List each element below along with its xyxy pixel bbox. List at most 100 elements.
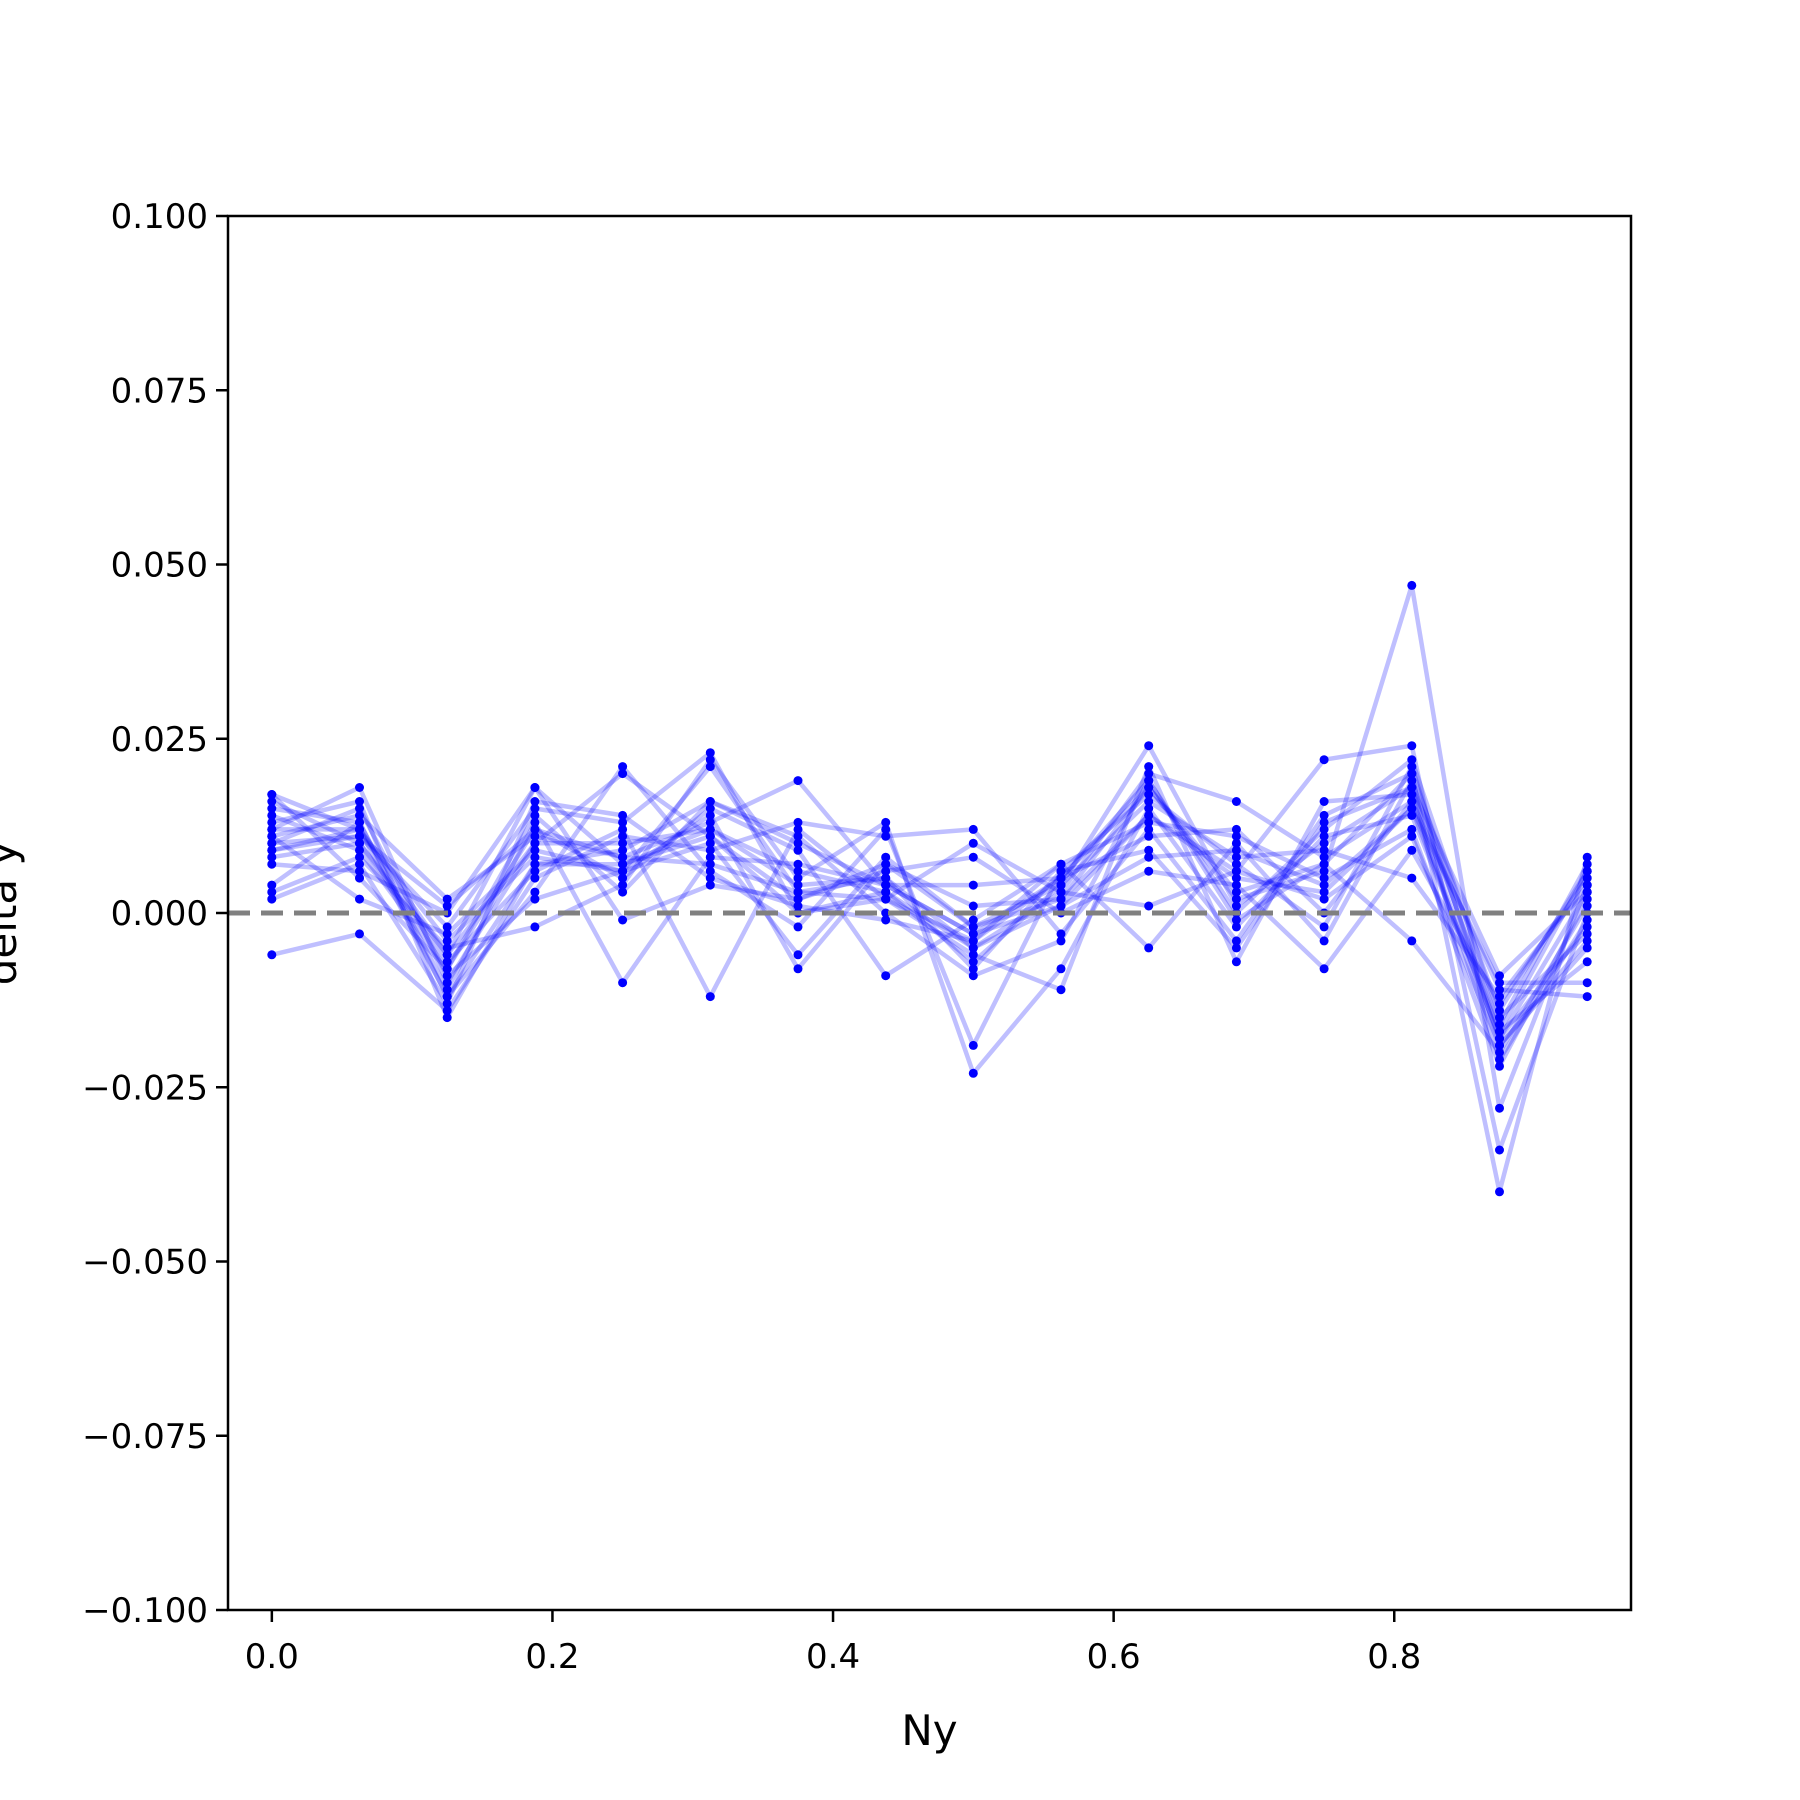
data-point bbox=[793, 887, 803, 897]
data-point bbox=[705, 755, 715, 765]
data-point bbox=[1582, 866, 1592, 876]
data-point bbox=[1319, 852, 1329, 862]
data-point bbox=[1582, 901, 1592, 911]
data-point bbox=[267, 894, 277, 904]
data-point bbox=[968, 964, 978, 974]
data-point bbox=[355, 824, 364, 834]
data-point bbox=[1582, 992, 1592, 1002]
data-point bbox=[1495, 1020, 1504, 1029]
series-line-3 bbox=[270, 743, 1590, 1153]
data-point bbox=[355, 894, 364, 904]
data-point bbox=[1056, 880, 1066, 890]
data-point bbox=[793, 950, 803, 960]
data-point bbox=[1144, 845, 1154, 855]
data-point bbox=[1495, 992, 1504, 1002]
data-point bbox=[1407, 769, 1417, 779]
data-point bbox=[1144, 817, 1154, 827]
data-point bbox=[1231, 922, 1241, 932]
data-point bbox=[1582, 929, 1592, 939]
data-point bbox=[1319, 866, 1329, 876]
data-point bbox=[1582, 922, 1592, 932]
data-point bbox=[1319, 894, 1329, 904]
data-point bbox=[793, 894, 803, 904]
series-line-18 bbox=[271, 806, 1589, 1041]
data-point bbox=[1407, 741, 1417, 751]
data-point bbox=[1231, 915, 1241, 925]
data-point bbox=[1231, 859, 1241, 869]
data-point bbox=[1056, 873, 1066, 883]
data-point bbox=[1144, 852, 1154, 862]
data-point bbox=[705, 810, 715, 820]
data-point bbox=[618, 978, 628, 988]
data-point bbox=[1056, 964, 1066, 974]
data-point bbox=[1407, 810, 1417, 820]
series-line-7 bbox=[271, 764, 1589, 1048]
data-point bbox=[267, 845, 277, 855]
data-point bbox=[1231, 943, 1241, 953]
data-point bbox=[1319, 824, 1329, 834]
data-point bbox=[1407, 824, 1417, 834]
series-lines bbox=[270, 583, 1590, 1195]
data-point bbox=[355, 797, 364, 806]
y-tick-label: −0.100 bbox=[82, 1591, 208, 1631]
data-point bbox=[442, 971, 452, 981]
data-point bbox=[1495, 1047, 1504, 1057]
data-point bbox=[1056, 985, 1066, 995]
data-point bbox=[1231, 797, 1241, 806]
data-point bbox=[530, 866, 540, 876]
data-point bbox=[1495, 1061, 1504, 1071]
data-point bbox=[618, 852, 628, 862]
data-point bbox=[793, 824, 803, 834]
data-point bbox=[442, 999, 452, 1009]
data-point bbox=[705, 804, 715, 813]
series-line-20 bbox=[270, 820, 1589, 1048]
data-point bbox=[1495, 1054, 1504, 1064]
data-point bbox=[968, 915, 978, 925]
data-point bbox=[881, 873, 891, 883]
data-point bbox=[530, 887, 540, 897]
data-point bbox=[267, 824, 277, 834]
series-line-13 bbox=[271, 764, 1590, 1062]
y-tick-label: 0.025 bbox=[111, 720, 208, 760]
data-point bbox=[355, 929, 364, 939]
data-point bbox=[1056, 859, 1066, 869]
data-point bbox=[267, 859, 277, 869]
data-point bbox=[1582, 936, 1592, 946]
data-point bbox=[793, 845, 803, 855]
data-point bbox=[1056, 936, 1066, 946]
data-point bbox=[793, 838, 803, 848]
data-point bbox=[705, 762, 715, 772]
data-point bbox=[705, 880, 715, 890]
series-line-12 bbox=[271, 799, 1588, 999]
data-point bbox=[705, 845, 715, 855]
x-axis-title: Ny bbox=[901, 1706, 957, 1755]
series-line-17 bbox=[271, 785, 1589, 978]
series-line-1 bbox=[270, 583, 1590, 1111]
data-point bbox=[1144, 824, 1154, 834]
data-point bbox=[1319, 797, 1329, 806]
data-point bbox=[1495, 971, 1504, 981]
data-point bbox=[1495, 1027, 1504, 1036]
data-point bbox=[705, 831, 715, 841]
series-points bbox=[267, 580, 1592, 1197]
data-point bbox=[442, 957, 452, 967]
data-point bbox=[355, 817, 364, 827]
data-point bbox=[530, 783, 540, 792]
data-point bbox=[1407, 762, 1417, 772]
data-point bbox=[1144, 776, 1154, 786]
data-point bbox=[1144, 831, 1154, 841]
data-point bbox=[793, 922, 803, 932]
data-point bbox=[355, 845, 364, 855]
data-point bbox=[793, 901, 803, 911]
data-point bbox=[1582, 894, 1592, 904]
data-point bbox=[1144, 943, 1154, 953]
data-point bbox=[968, 824, 978, 834]
data-point bbox=[881, 915, 891, 925]
data-point bbox=[442, 985, 452, 995]
data-point bbox=[968, 922, 978, 932]
series-line-14 bbox=[270, 799, 1589, 999]
data-point bbox=[1582, 859, 1592, 869]
data-point bbox=[1231, 887, 1241, 897]
data-point bbox=[968, 1040, 978, 1050]
data-point bbox=[793, 776, 803, 786]
